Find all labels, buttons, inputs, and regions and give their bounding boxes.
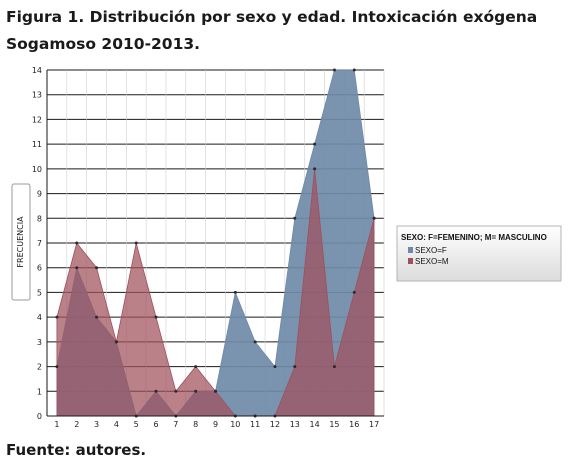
data-point — [332, 68, 336, 72]
x-tick-label: 5 — [134, 420, 139, 429]
data-point — [313, 142, 317, 146]
data-point — [273, 365, 277, 369]
data-point — [114, 340, 118, 344]
data-point — [233, 290, 237, 294]
x-tick-label: 9 — [213, 420, 218, 429]
x-tick-label: 6 — [153, 420, 158, 429]
data-point — [134, 241, 138, 245]
figure-title-line-2: Sogamoso 2010-2013. — [6, 35, 201, 53]
y-tick-label: 0 — [37, 412, 42, 421]
data-point — [154, 389, 158, 393]
data-point — [253, 340, 257, 344]
y-tick-label: 4 — [37, 313, 42, 322]
y-tick-label: 13 — [32, 91, 42, 100]
data-point — [55, 365, 59, 369]
data-point — [95, 266, 99, 270]
y-axis-label: FRECUENCIA — [16, 216, 25, 268]
data-points — [55, 68, 376, 418]
data-point — [55, 315, 59, 319]
x-tick-label: 3 — [94, 420, 99, 429]
x-tick-label: 11 — [250, 420, 260, 429]
x-tick-label: 13 — [290, 420, 300, 429]
y-tick-label: 8 — [37, 214, 42, 223]
y-tick-label: 2 — [37, 363, 42, 372]
data-point — [352, 290, 356, 294]
data-point — [194, 365, 198, 369]
y-tick-label: 1 — [37, 387, 42, 396]
legend-swatch — [408, 258, 413, 264]
x-tick-label: 14 — [310, 420, 320, 429]
x-tick-label: 8 — [193, 420, 198, 429]
legend-item: SEXO=M — [415, 257, 449, 266]
figure-title-line-1: Figura 1. Distribución por sexo y edad. … — [6, 8, 538, 26]
x-tick-label: 10 — [230, 420, 240, 429]
data-point — [293, 216, 297, 220]
data-point — [174, 389, 178, 393]
legend-box — [396, 225, 562, 282]
legend-item: SEXO=F — [415, 246, 447, 255]
series-areas — [56, 69, 375, 417]
y-tick-label: 14 — [32, 66, 42, 75]
y-tick-label: 7 — [37, 239, 42, 248]
data-point — [372, 216, 376, 220]
data-point — [313, 167, 317, 171]
figure-title: Figura 1. Distribución por sexo y edad. … — [6, 4, 562, 58]
y-tick-label: 10 — [32, 165, 42, 174]
y-tick-label: 3 — [37, 338, 42, 347]
x-tick-label: 7 — [173, 420, 178, 429]
data-point — [75, 266, 79, 270]
legend: SEXO: F=FEMENINO; M= MASCULINO SEXO=F SEXO… — [396, 225, 562, 282]
data-point — [194, 389, 198, 393]
y-tick-label: 11 — [32, 140, 42, 149]
x-tick-label: 4 — [114, 420, 119, 429]
y-axis-label-box: FRECUENCIA — [11, 183, 31, 301]
data-point — [332, 365, 336, 369]
y-tick-label: 6 — [37, 264, 42, 273]
data-point — [293, 365, 297, 369]
data-point — [352, 68, 356, 72]
data-point — [75, 241, 79, 245]
legend-title: SEXO: F=FEMENINO; M= MASCULINO — [401, 233, 547, 242]
x-tick-label: 16 — [349, 420, 359, 429]
y-tick-label: 9 — [37, 190, 42, 199]
legend-swatch — [408, 247, 413, 253]
x-tick-label: 15 — [329, 420, 339, 429]
series-area-sexo-m — [56, 168, 375, 417]
data-point — [214, 389, 217, 393]
figure-source: Fuente: autores. — [6, 441, 147, 459]
x-tick-label: 17 — [369, 420, 379, 429]
y-tick-label: 12 — [32, 115, 42, 124]
y-tick-label: 5 — [37, 288, 42, 297]
x-tick-label: 1 — [54, 420, 59, 429]
x-tick-label: 12 — [270, 420, 280, 429]
data-point — [154, 315, 158, 319]
x-tick-label: 2 — [74, 420, 79, 429]
data-point — [95, 315, 99, 319]
